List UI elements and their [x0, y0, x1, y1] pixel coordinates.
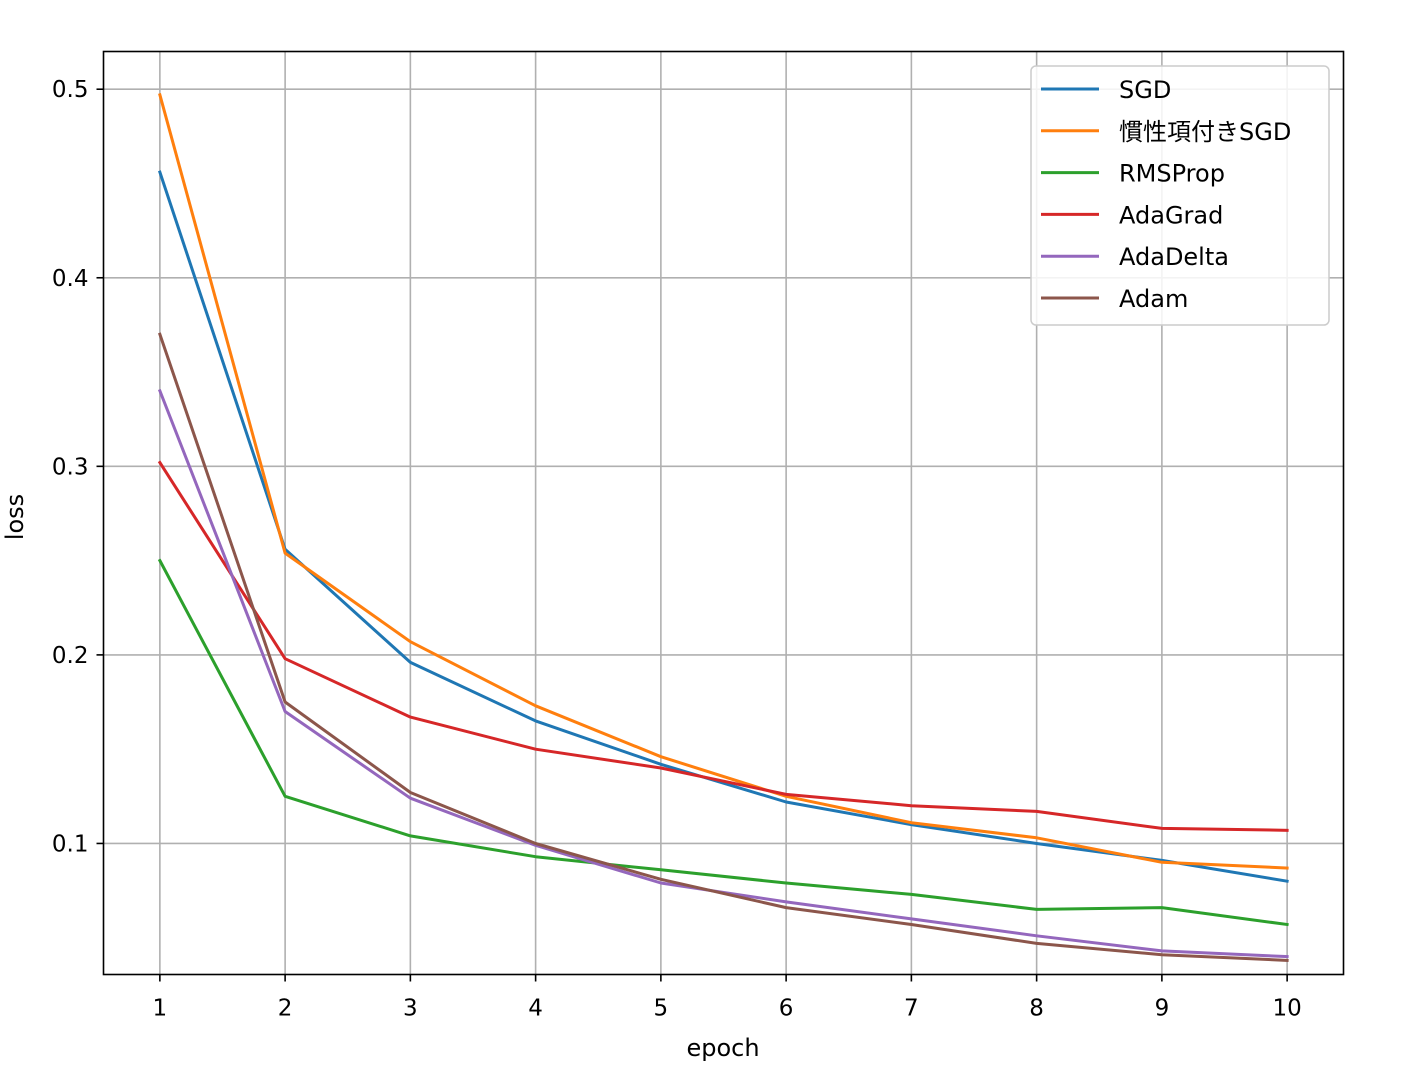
- x-axis-ticks: 1 2 3 4 5 6 7 8 9 10: [153, 974, 1302, 1022]
- series-line-2: [157, 558, 1289, 927]
- x-tick-label: 4: [528, 996, 543, 1022]
- series-line-5: [157, 332, 1289, 962]
- legend-label: AdaDelta: [1119, 243, 1229, 271]
- x-tick-label: 3: [403, 996, 418, 1022]
- legend-label: AdaGrad: [1119, 201, 1223, 229]
- legend-label: RMSProp: [1119, 160, 1225, 188]
- y-axis-ticks: 0.1 0.2 0.3 0.4 0.5: [52, 77, 104, 857]
- x-tick-label: 10: [1272, 996, 1301, 1022]
- y-axis-label: loss: [1, 494, 29, 540]
- x-tick-label: 8: [1029, 996, 1044, 1022]
- plot-frame: [102, 50, 1345, 976]
- x-tick-label: 2: [278, 996, 293, 1022]
- y-tick-label: 0.3: [52, 454, 89, 480]
- x-tick-label: 1: [153, 996, 168, 1022]
- y-tick-label: 0.4: [52, 266, 89, 292]
- x-tick-label: 9: [1155, 996, 1170, 1022]
- legend-label: Adam: [1119, 285, 1188, 313]
- legend: SGD 慣性項付きSGD RMSProp AdaGrad AdaDelta Adam: [1030, 65, 1330, 326]
- series-line-3: [157, 460, 1289, 832]
- x-axis-label: epoch: [686, 1034, 759, 1062]
- x-tick-label: 7: [904, 996, 919, 1022]
- legend-box: [1030, 65, 1330, 326]
- x-tick-label: 5: [654, 996, 669, 1022]
- series-line-0: [158, 170, 1289, 883]
- legend-label: SGD: [1119, 76, 1171, 104]
- y-tick-label: 0.2: [52, 643, 89, 669]
- legend-label: 慣性項付きSGD: [1119, 118, 1291, 146]
- y-tick-label: 0.1: [52, 831, 89, 857]
- series-lines: [157, 93, 1289, 962]
- y-tick-label: 0.5: [52, 77, 89, 103]
- series-line-1: [158, 93, 1289, 870]
- x-tick-label: 6: [779, 996, 794, 1022]
